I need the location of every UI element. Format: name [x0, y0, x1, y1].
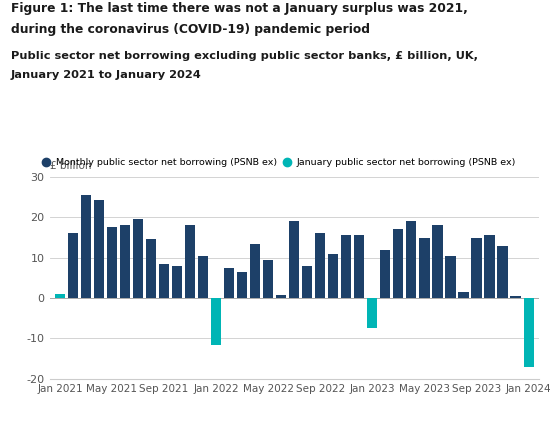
Bar	[133, 219, 143, 298]
Bar	[354, 235, 365, 298]
Bar	[328, 254, 338, 298]
Bar	[485, 235, 494, 298]
Bar	[393, 229, 404, 298]
Bar	[341, 235, 351, 298]
Bar	[419, 238, 430, 298]
Bar	[198, 256, 208, 298]
Bar	[276, 295, 287, 298]
Bar	[55, 294, 65, 298]
Bar	[211, 298, 221, 344]
Text: Figure 1: The last time there was not a January surplus was 2021,: Figure 1: The last time there was not a …	[11, 2, 468, 15]
Bar	[406, 221, 416, 298]
Text: £ billion: £ billion	[50, 160, 91, 171]
Bar	[432, 225, 443, 298]
Bar	[68, 233, 78, 298]
Bar	[224, 268, 234, 298]
Text: January 2021 to January 2024: January 2021 to January 2024	[11, 70, 202, 80]
Bar	[380, 250, 390, 298]
Bar	[94, 200, 104, 298]
Bar	[302, 266, 312, 298]
Bar	[107, 227, 117, 298]
Legend: Monthly public sector net borrowing (PSNB ex), January public sector net borrowi: Monthly public sector net borrowing (PSN…	[43, 158, 516, 168]
Bar	[458, 292, 469, 298]
Text: Public sector net borrowing excluding public sector banks, £ billion, UK,: Public sector net borrowing excluding pu…	[11, 51, 478, 61]
Bar	[250, 243, 260, 298]
Bar	[172, 266, 182, 298]
Bar	[120, 225, 130, 298]
Bar	[471, 238, 482, 298]
Bar	[263, 260, 273, 298]
Bar	[146, 240, 156, 298]
Bar	[367, 298, 377, 328]
Bar	[289, 221, 299, 298]
Bar	[81, 195, 91, 298]
Bar	[185, 225, 195, 298]
Bar	[315, 233, 326, 298]
Bar	[524, 298, 534, 367]
Text: during the coronavirus (COVID-19) pandemic period: during the coronavirus (COVID-19) pandem…	[11, 23, 370, 36]
Bar	[497, 245, 508, 298]
Bar	[159, 264, 169, 298]
Bar	[237, 272, 248, 298]
Bar	[510, 296, 521, 298]
Bar	[446, 256, 455, 298]
